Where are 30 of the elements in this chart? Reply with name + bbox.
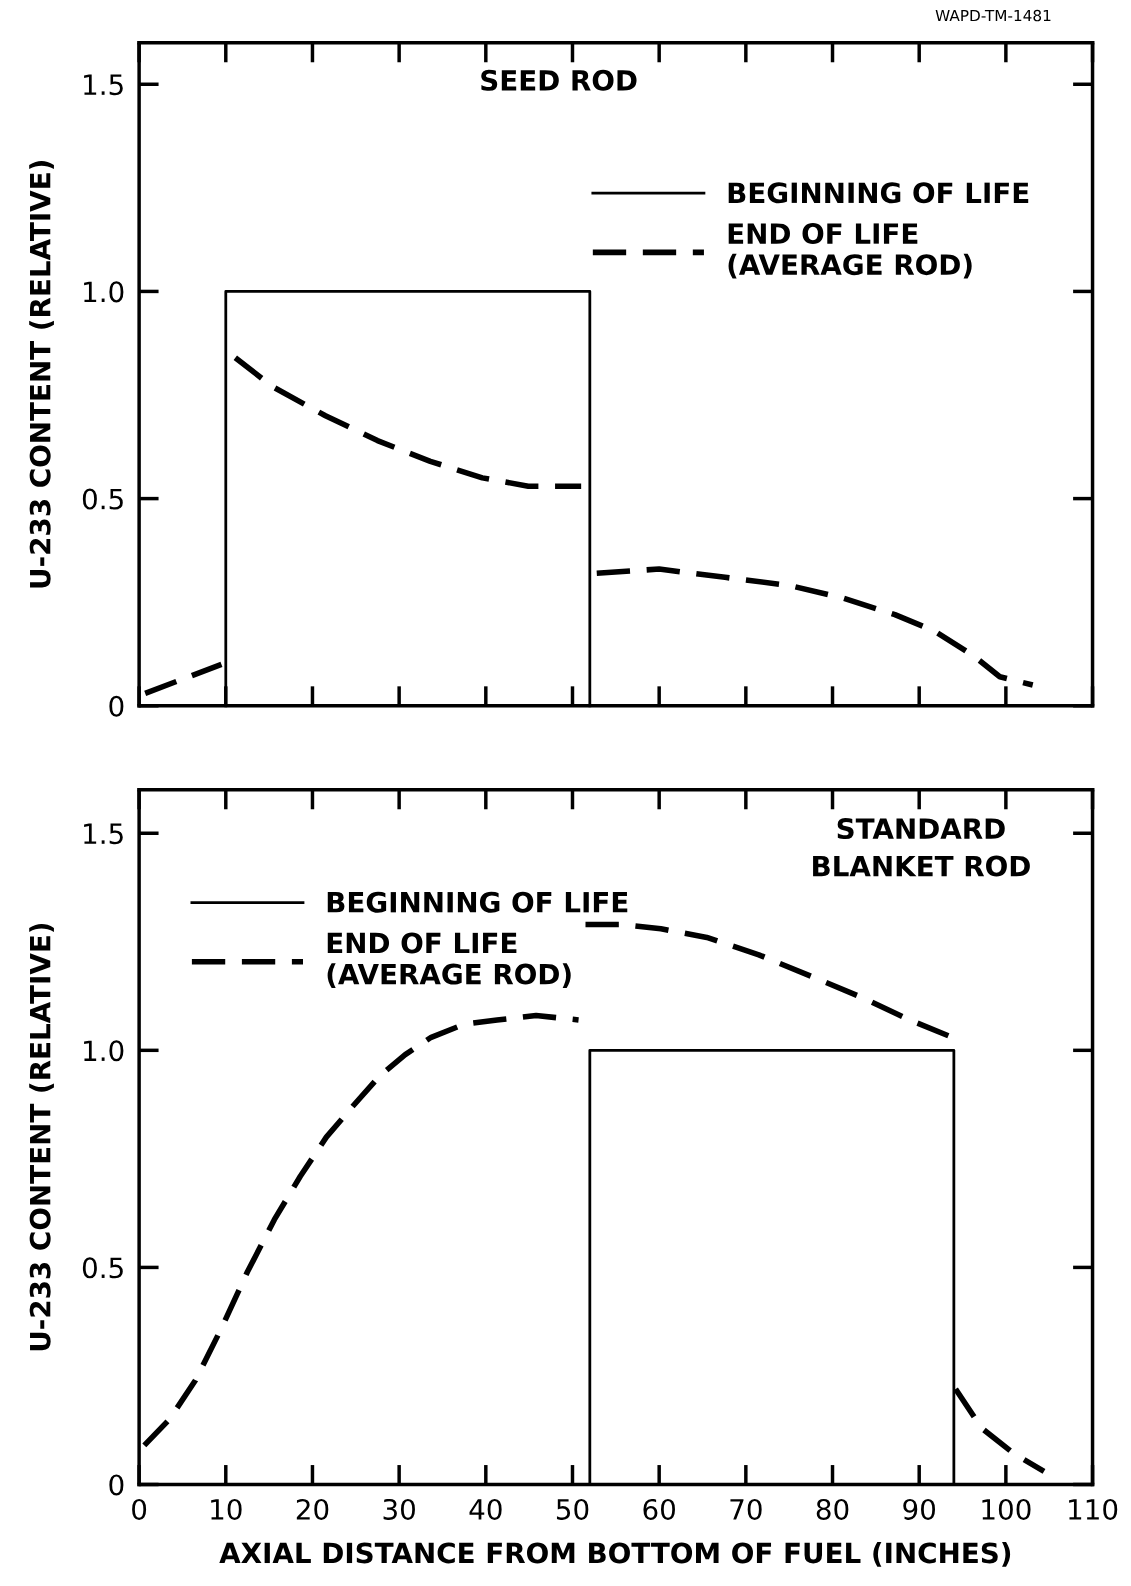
legend-label: BEGINNING OF LIFE xyxy=(728,182,1029,204)
y-axis-title: U-233 CONTENT (RELATIVE) xyxy=(29,923,54,1351)
x-tick-label: 20 xyxy=(296,1498,329,1520)
text: WAPD-TM-1481 xyxy=(935,9,1051,22)
legend-label: END OF LIFE (AVERAGE ROD) xyxy=(728,223,972,279)
y-tick-label: 0 xyxy=(109,695,124,717)
y-tick-label: 1.0 xyxy=(84,1040,124,1062)
x-tick-label: 70 xyxy=(730,1498,762,1520)
text: STANDARD BLANKET ROD xyxy=(813,818,1030,877)
x-tick-label: 50 xyxy=(556,1498,589,1520)
legend-label: END OF LIFE (AVERAGE ROD) xyxy=(327,932,571,988)
x-tick-label: 10 xyxy=(211,1498,242,1520)
y-tick-label: 1.5 xyxy=(84,823,123,845)
y-tick-label: 0.5 xyxy=(82,1257,123,1279)
legend-label: BEGINNING OF LIFE xyxy=(327,891,628,913)
x-tick-label: 100 xyxy=(982,1498,1031,1520)
x-tick-label: 110 xyxy=(1069,1498,1118,1520)
x-tick-label: 80 xyxy=(816,1498,849,1520)
y-tick-label: 1.0 xyxy=(84,281,124,303)
x-axis-title: AXIAL DISTANCE FROM BOTTOM OF FUEL (INCHES) xyxy=(219,1541,1011,1567)
y-tick-label: 1.5 xyxy=(84,74,123,96)
x-tick-label: 0 xyxy=(132,1498,147,1520)
x-tick-label: 60 xyxy=(643,1498,675,1520)
x-tick-label: 30 xyxy=(383,1498,415,1520)
x-tick-label: 90 xyxy=(903,1498,936,1520)
y-tick-label: 0.5 xyxy=(82,488,123,510)
y-tick-label: 0 xyxy=(109,1474,124,1496)
y-axis-title: U-233 CONTENT (RELATIVE) xyxy=(29,161,54,588)
x-tick-label: 40 xyxy=(469,1498,502,1520)
text: SEED ROD xyxy=(481,69,637,91)
